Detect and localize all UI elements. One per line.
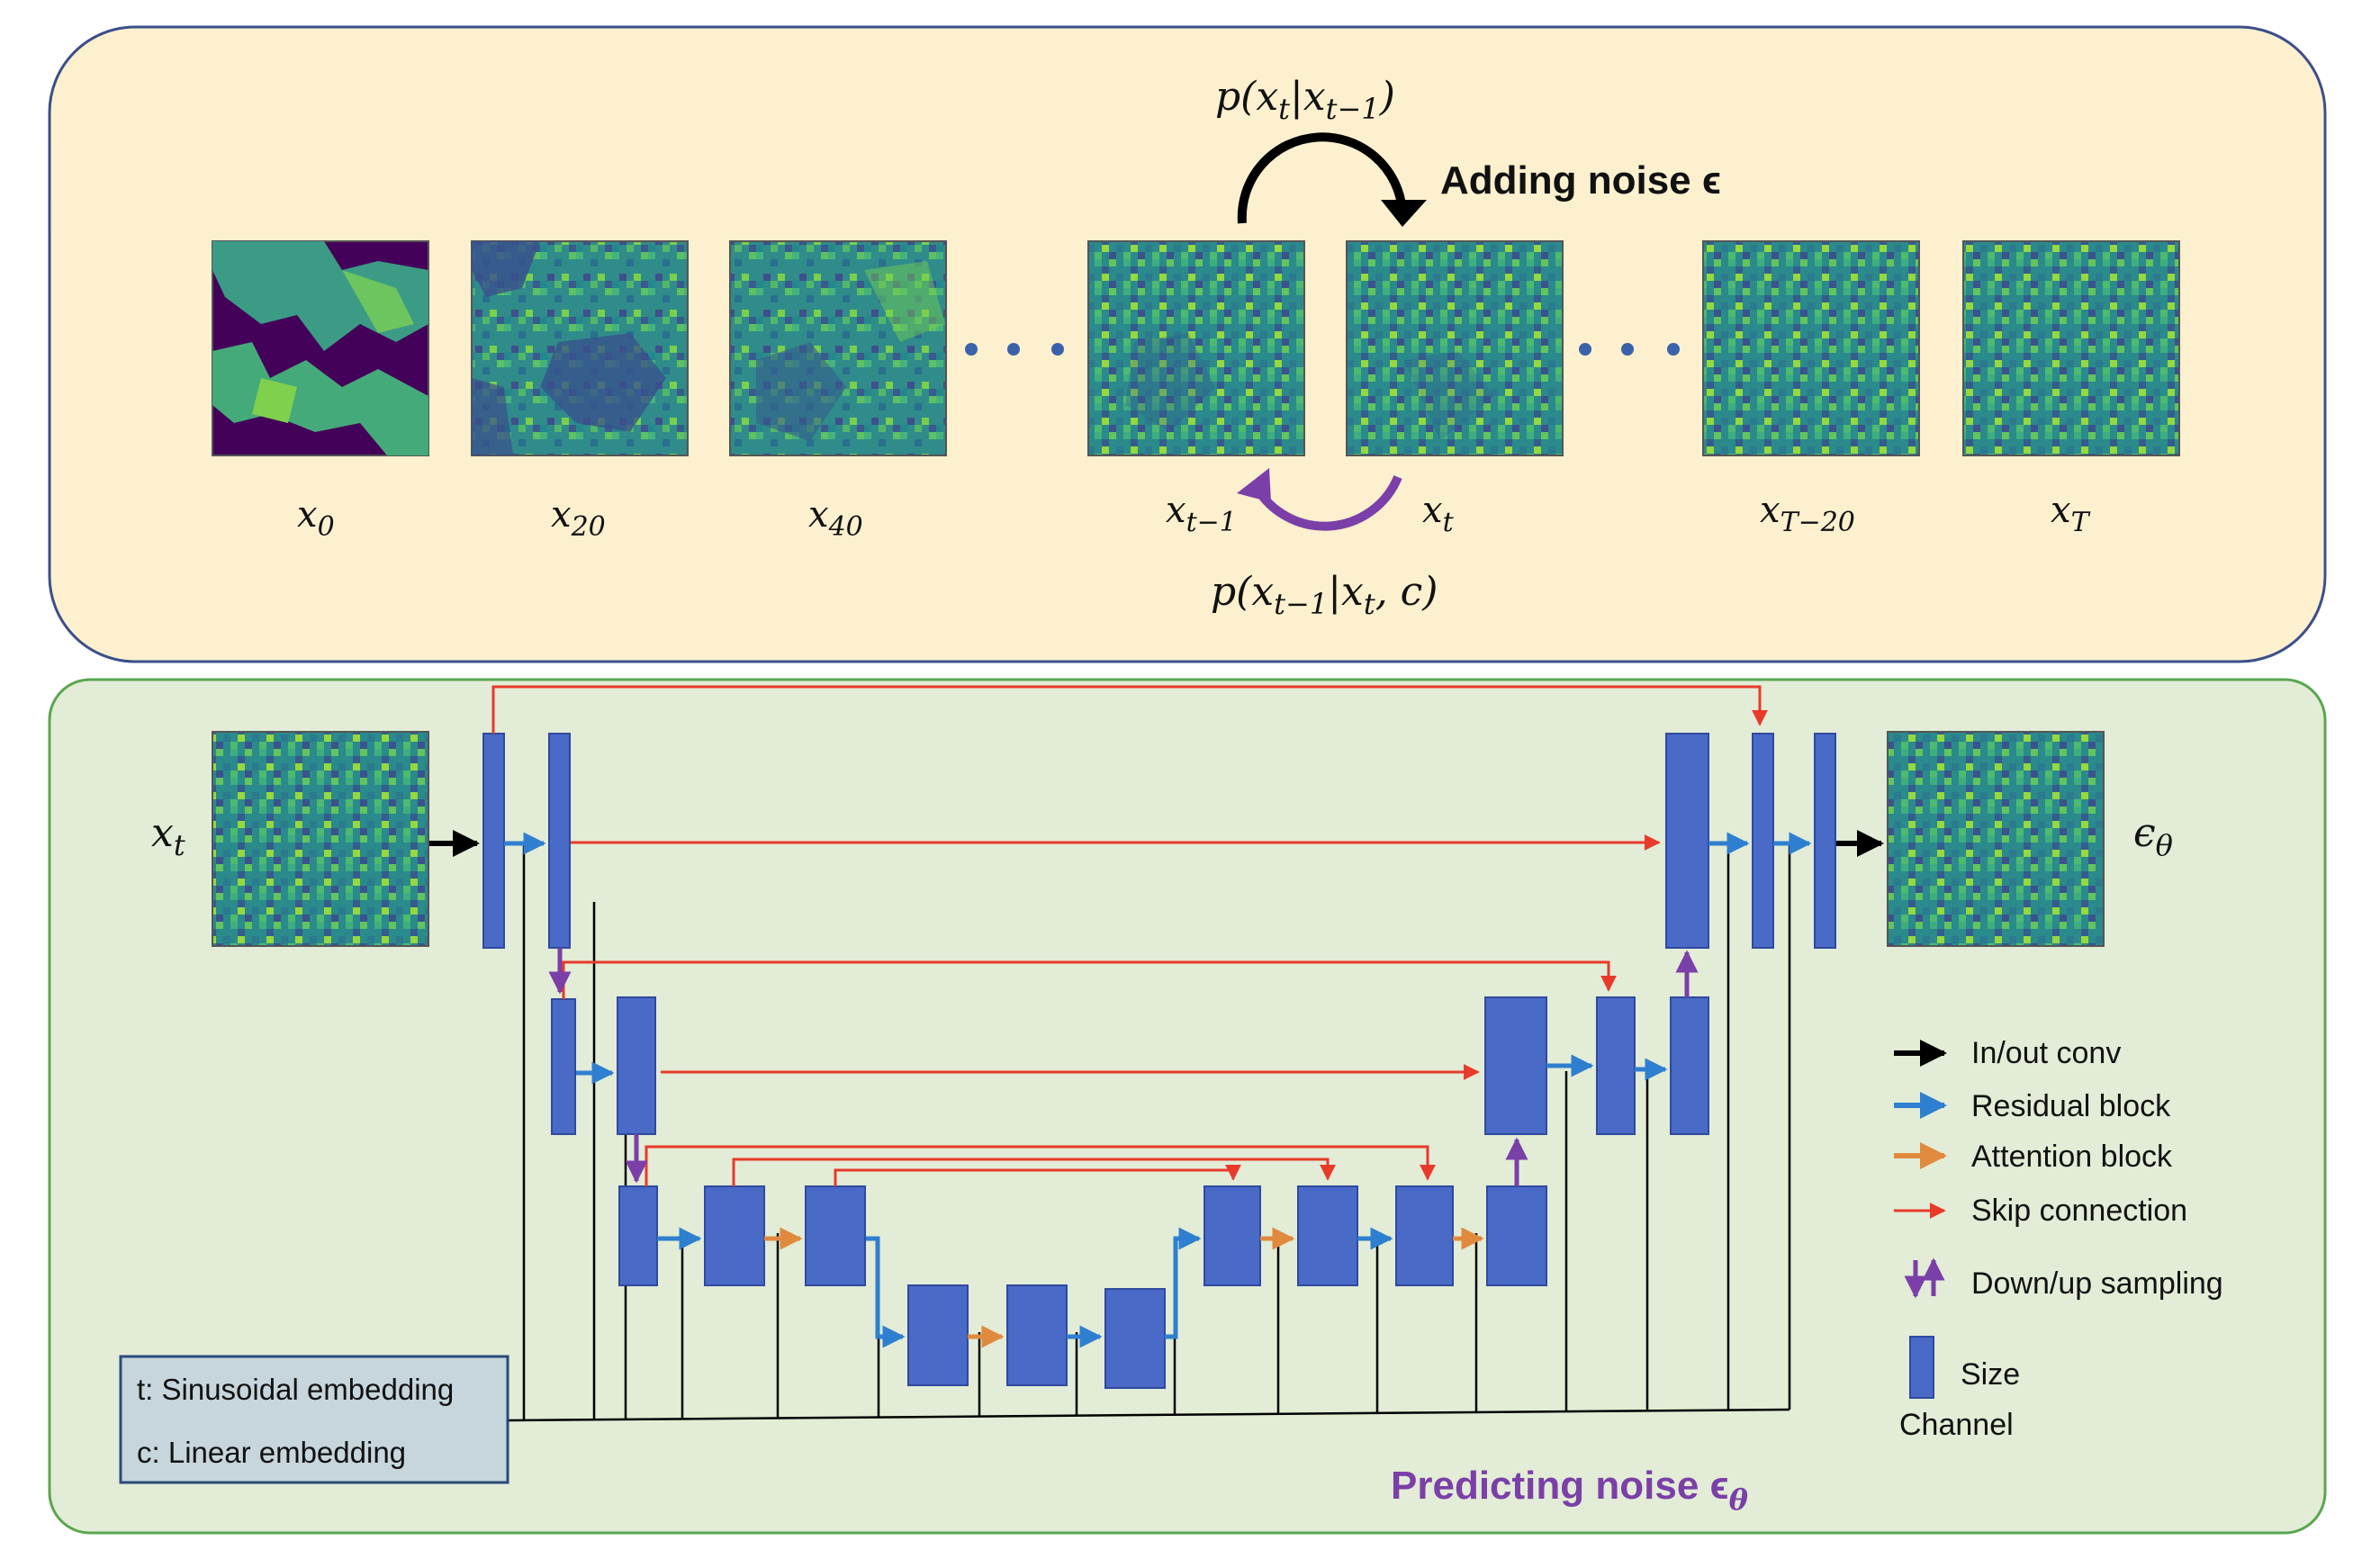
- dec3-block-c: [1395, 1185, 1454, 1286]
- legend-skip-label: Skip connection: [1971, 1194, 2187, 1228]
- label-xT-minus-20: xT−20: [1760, 490, 1855, 538]
- dec3-block-d: [1486, 1185, 1547, 1286]
- unet-blocks: [482, 733, 1836, 1389]
- legend: In/out conv Residual block Attention blo…: [1894, 1036, 2223, 1442]
- frame-xt: [1346, 240, 1564, 456]
- label-x40: x40: [808, 494, 863, 543]
- label-xT: xT: [2051, 490, 2091, 538]
- legend-size-label: Size: [1961, 1357, 2020, 1392]
- mid-block-a: [907, 1284, 969, 1386]
- enc1-block-a: [482, 733, 505, 949]
- unet-output-label: ϵθ: [2133, 810, 2173, 862]
- dec2-block-c: [1670, 996, 1709, 1135]
- label-xt: xt: [1422, 490, 1455, 538]
- legend-size-icon: [1909, 1336, 1934, 1399]
- label-x0: x0: [297, 494, 335, 543]
- label-xt-minus-1: xt−1: [1166, 490, 1237, 538]
- forward-noise-arrow: [1237, 132, 1407, 224]
- dec1-block-b: [1752, 733, 1774, 949]
- dec1-block-c: [1814, 733, 1836, 949]
- embedding-t-label: t: Sinusoidal embedding: [137, 1373, 454, 1406]
- frame-xT-minus-20: [1702, 240, 1920, 456]
- enc1-block-b: [548, 733, 571, 949]
- forward-panel-title: Adding noise ϵ: [1440, 158, 1721, 203]
- label-x20: x20: [551, 494, 606, 543]
- embedding-box: t: Sinusoidal embedding c: Linear embedd…: [119, 1355, 509, 1484]
- frame-xt-minus-1: [1087, 240, 1305, 456]
- attention-arrows: [764, 1227, 1484, 1348]
- frame-x20: [471, 240, 689, 456]
- frame-x40: [729, 240, 947, 456]
- legend-inout-label: In/out conv: [1971, 1036, 2121, 1070]
- sampling-arrows: [548, 948, 1699, 1186]
- forward-transition-label: p(xt|xt−1): [1215, 74, 1395, 126]
- enc2-block-a: [551, 998, 576, 1135]
- mid-block-c: [1104, 1288, 1166, 1389]
- legend-sampling-label: Down/up sampling: [1971, 1266, 2223, 1301]
- frame-xT: [1962, 240, 2180, 456]
- legend-attention-label: Attention block: [1971, 1140, 2173, 1174]
- unet-panel-title: Predicting noise ϵθ: [1391, 1464, 1749, 1517]
- ellipsis-dots-right: [1579, 343, 1680, 356]
- legend-sampling-icon: [1904, 1257, 1945, 1299]
- reverse-denoise-arrow: [1251, 475, 1402, 531]
- legend-channel-label: Channel: [1899, 1408, 2014, 1442]
- enc2-block-b: [617, 996, 656, 1135]
- ellipsis-dots-left: [965, 343, 1064, 356]
- dec3-block-b: [1297, 1185, 1358, 1286]
- residual-arrows: [504, 832, 1812, 1348]
- reverse-arrow-head-icon: [1237, 468, 1271, 502]
- legend-residual-label: Residual block: [1971, 1089, 2171, 1123]
- reverse-transition-label: p(xt−1|xt, c): [1211, 569, 1438, 621]
- embedding-c-label: c: Linear embedding: [137, 1436, 406, 1469]
- dec3-block-a: [1204, 1185, 1261, 1286]
- enc3-block-b: [704, 1185, 765, 1286]
- dec2-block-b: [1596, 996, 1636, 1135]
- dec2-block-a: [1484, 996, 1547, 1135]
- enc3-block-c: [805, 1185, 866, 1286]
- frame-x0: [212, 240, 429, 456]
- unet-input-label: xt: [151, 810, 185, 862]
- unet-output-image: [1887, 731, 2105, 947]
- noise-frames: [212, 240, 2180, 456]
- dec1-block-a: [1665, 733, 1709, 949]
- forward-arrow-head-icon: [1381, 200, 1427, 227]
- enc3-block-a: [618, 1185, 658, 1286]
- unet-input-image: [212, 731, 429, 947]
- embedding-lines: [508, 843, 1791, 1422]
- mid-block-b: [1006, 1284, 1068, 1386]
